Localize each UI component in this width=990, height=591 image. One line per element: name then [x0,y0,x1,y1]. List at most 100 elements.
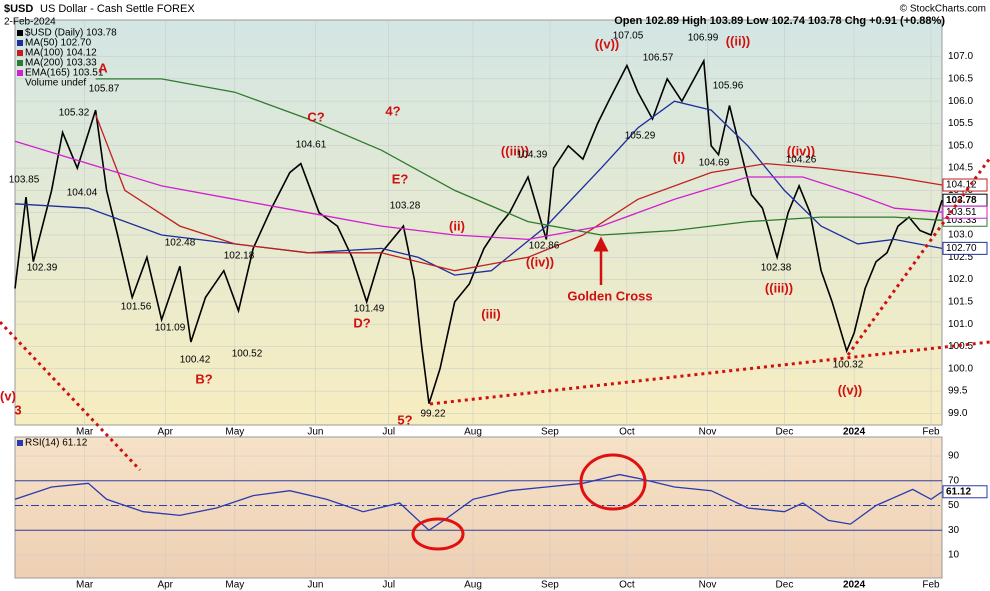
x-tick-label: Oct [619,580,635,591]
wave-label: 5? [397,412,412,427]
y-tick-label: 102.5 [948,252,973,263]
x-tick-label: Sep [541,427,559,438]
panel-background [14,19,943,426]
legend-swatch [17,50,23,56]
legend-label: $USD (Daily) 103.78 [25,28,117,39]
x-tick-label: Mar [76,427,94,438]
y-tick-label: 101.0 [948,319,973,330]
x-tick-label: 2024 [843,580,866,591]
highlight-circle [579,453,647,511]
wave-label: ((iv)) [787,143,815,158]
end-tag [942,485,988,499]
wave-label: (ii) [449,218,465,233]
price-label: 101.56 [121,302,152,313]
instrument-name: US Dollar - Cash Settle FOREX [40,3,195,15]
y-tick-label: 106.5 [948,73,973,84]
y-tick-label: 100.0 [948,363,973,374]
price-label: 104.04 [67,188,98,199]
wave-label: 3 [14,402,21,417]
price-label: 101.09 [155,323,186,334]
x-tick-label: Feb [922,427,940,438]
end-tag [942,178,988,192]
price-label: 102.18 [224,251,255,262]
panel-background [14,436,943,579]
y-tick-label: 50 [948,500,960,511]
quote: Open 102.89 High 103.89 Low 102.74 103.7… [614,15,945,27]
end-tag-label: 103.78 [946,195,977,206]
price-label: 105.96 [713,81,744,92]
x-tick-label: Jun [307,580,323,591]
x-tick-label: Mar [76,580,94,591]
wave-label: ((v)) [838,382,863,397]
legend-swatch [17,40,23,46]
price-label: 104.39 [517,150,548,161]
date: 2-Feb-2024 [4,17,56,28]
legend-label: Volume undef [25,78,86,89]
price-label: 105.29 [625,131,656,142]
price-label: 105.32 [59,108,90,119]
price-label: 103.85 [9,175,40,186]
x-tick-label: Dec [776,427,794,438]
price-label: 104.26 [786,155,817,166]
x-tick-label: Apr [157,580,173,591]
y-tick-label: 99.0 [948,408,968,419]
legend-swatch [17,30,23,36]
x-tick-label: Oct [619,427,635,438]
price-label: 102.86 [529,241,560,252]
y-tick-label: 30 [948,525,960,536]
legend-label: RSI(14) 61.12 [25,438,88,449]
wave-label: ((iii)) [501,143,529,158]
y-tick-label: 101.5 [948,297,973,308]
x-tick-label: Apr [157,427,173,438]
wave-label: Golden Cross [567,288,652,303]
price-label: 104.61 [296,140,327,151]
legend-swatch [17,440,23,446]
end-tag-label: 102.70 [946,243,977,254]
price-label: 104.69 [699,158,730,169]
price-label: 102.38 [761,263,792,274]
wave-label: A [98,60,108,75]
price-label: 100.42 [180,355,211,366]
y-tick-label: 105.5 [948,118,973,129]
credit: © StockCharts.com [900,4,986,15]
legend-label: MA(50) 102.70 [25,38,92,49]
price-label: 106.57 [643,53,674,64]
series-line [14,58,943,404]
x-tick-label: Nov [699,580,717,591]
end-tag-label: 104.12 [946,180,977,191]
y-tick-label: 10 [948,550,960,561]
y-tick-label: 70 [948,475,960,486]
wave-label: (v) [0,388,16,403]
legend-label: EMA(165) 103.51 [25,68,104,79]
wave-label: B? [195,371,212,386]
y-tick-label: 102.0 [948,274,973,285]
price-label: 99.22 [420,409,445,420]
price-label: 100.52 [232,349,263,360]
wave-label: D? [353,315,370,330]
wave-label: C? [307,109,324,124]
wave-label: 4? [385,103,400,118]
series-line [94,114,943,272]
x-tick-label: Jun [307,427,323,438]
x-tick-label: Nov [699,427,717,438]
y-tick-label: 90 [948,451,960,462]
y-tick-label: 103.0 [948,230,973,241]
y-tick-label: 107.0 [948,51,973,62]
price-label: 103.28 [390,201,421,212]
x-tick-label: May [225,580,244,591]
x-tick-label: Sep [541,580,559,591]
wave-label: E? [392,171,409,186]
y-tick-label: 105.0 [948,140,973,151]
price-label: 100.32 [833,360,864,371]
y-tick-label: 106.0 [948,96,973,107]
legend-label: MA(100) 104.12 [25,48,97,59]
highlight-circle [411,517,465,551]
wave-label: ((ii)) [726,33,751,48]
x-tick-label: May [225,427,244,438]
series-line [95,78,943,236]
x-tick-label: 2024 [843,427,866,438]
series-line [14,140,943,241]
end-tag [942,241,988,255]
legend-swatch [17,60,23,66]
